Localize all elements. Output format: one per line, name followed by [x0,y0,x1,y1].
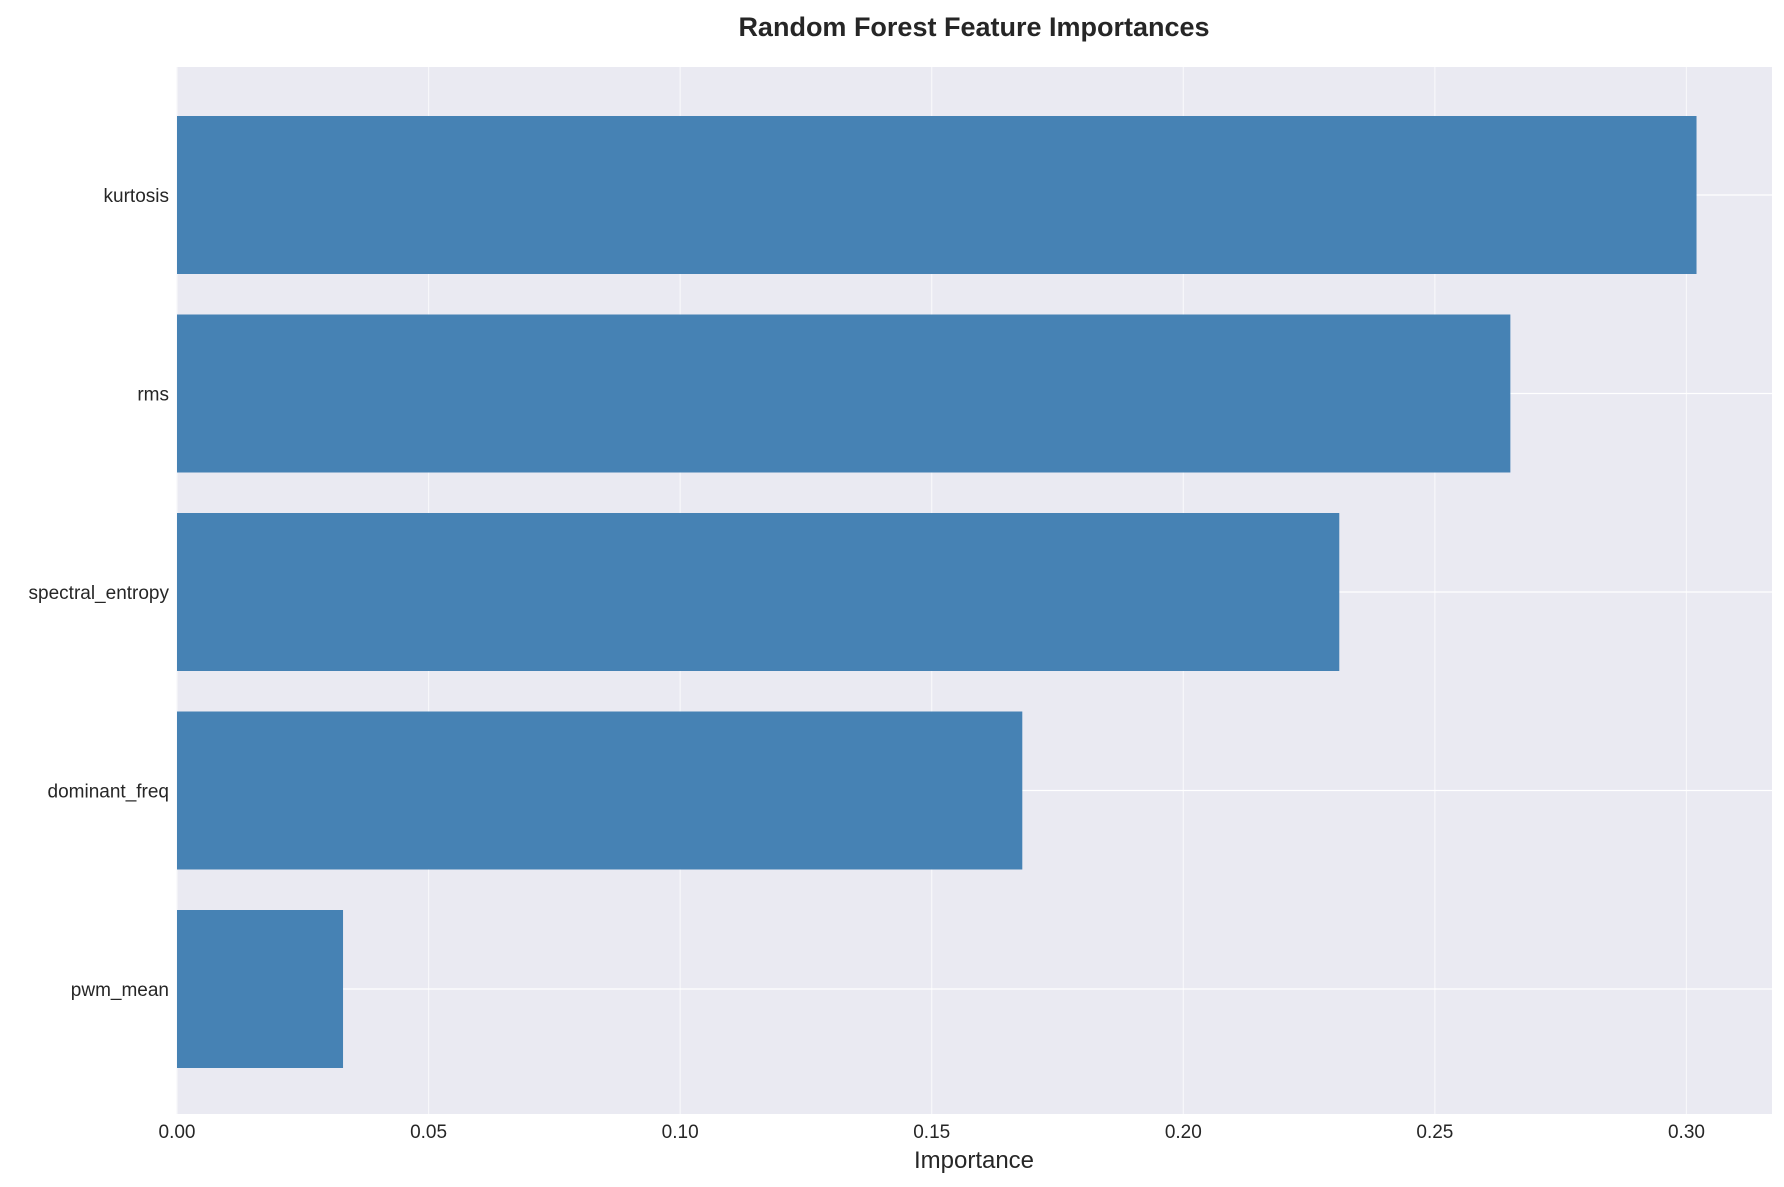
x-tick-labels: 0.00 0.05 0.10 0.15 0.20 0.25 0.30 [159,1122,1705,1143]
x-tick-label: 0.15 [913,1122,950,1143]
bar-pwm-mean [177,910,344,1068]
bar-spectral-entropy [177,513,1340,671]
y-tick-label: pwm_mean [71,980,169,1001]
y-tick-label: kurtosis [104,186,169,207]
bar-dominant-freq [177,711,1023,870]
x-tick-label: 0.20 [1165,1122,1202,1143]
bar-kurtosis [177,116,1697,274]
x-tick-label: 0.25 [1416,1122,1453,1143]
y-tick-label: rms [137,385,169,406]
y-tick-label: dominant_freq [48,782,169,803]
x-axis-label: Importance [914,1147,1034,1174]
y-tick-labels: kurtosis rms spectral_entropy dominant_freq… [29,186,170,1001]
x-tick-label: 0.05 [410,1122,447,1143]
chart-title: Random Forest Feature Importances [738,12,1209,42]
x-tick-label: 0.10 [662,1122,699,1143]
bar-rms [177,314,1511,473]
x-tick-label: 0.30 [1668,1122,1705,1143]
bars [177,116,1697,1068]
x-tick-label: 0.00 [159,1122,196,1143]
y-tick-label: spectral_entropy [29,583,170,604]
